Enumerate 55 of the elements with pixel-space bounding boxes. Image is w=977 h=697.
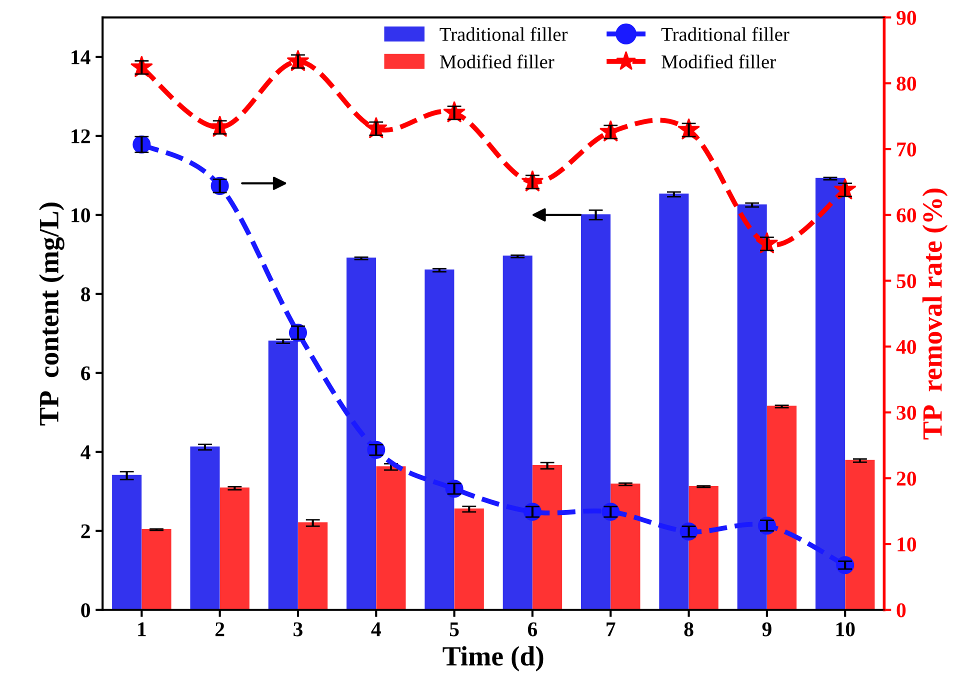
bar [845, 460, 875, 610]
y-tick-label: 6 [81, 366, 90, 380]
x-tick-label: 3 [294, 622, 302, 636]
bar [376, 466, 406, 610]
y2-tick-label: 80 [896, 76, 916, 91]
y2-tick-label: 60 [896, 208, 916, 222]
x-axis-title: Time (d) [442, 646, 544, 672]
bar [581, 214, 611, 610]
y2-tick-label: 10 [898, 537, 916, 552]
x-tick-label: 2 [215, 622, 224, 636]
bar [424, 270, 454, 610]
y2-tick-label: 70 [897, 142, 916, 157]
y2-tick-label: 50 [896, 274, 916, 288]
x-tick-label: 5 [450, 622, 459, 636]
bar [610, 484, 640, 610]
bar [767, 406, 797, 610]
y-tick-label: 14 [72, 50, 90, 64]
x-tick-label: 8 [684, 622, 694, 636]
y2-tick-label: 0 [896, 603, 906, 618]
x-tick-label: 9 [762, 622, 772, 636]
bar [659, 194, 689, 610]
bar [688, 486, 718, 610]
y-axis-title: TP content (mg/L) [38, 202, 64, 426]
legend-label: Traditional filler [661, 27, 790, 41]
bar [454, 508, 484, 610]
bar [142, 529, 172, 610]
legend-label: Traditional filler [440, 27, 568, 41]
x-tick-label: 1 [138, 622, 146, 636]
x-tick-label: 6 [528, 622, 538, 636]
y-tick-label: 10 [72, 208, 90, 222]
x-tick-label: 10 [836, 622, 855, 636]
bar [268, 340, 298, 610]
y-tick-label: 0 [81, 603, 90, 618]
bar [532, 465, 562, 610]
bar [190, 446, 220, 610]
legend-label: Modified filler [662, 54, 776, 68]
legend-label: Modified filler [440, 54, 554, 68]
bar [815, 178, 846, 610]
bar [220, 488, 250, 610]
y2-tick-label: 20 [896, 472, 916, 486]
bar [298, 522, 328, 610]
bar [112, 474, 142, 610]
bar [737, 204, 767, 610]
y-tick-label: 8 [81, 287, 90, 302]
y-tick-label: 4 [80, 445, 90, 460]
y2-tick-label: 90 [896, 10, 916, 25]
bar [502, 256, 532, 610]
y-tick-label: 12 [72, 129, 90, 144]
y-tick-label: 2 [81, 524, 90, 538]
y2-axis-title: TP removal rate (%) [922, 188, 948, 440]
y2-tick-label: 40 [896, 340, 916, 354]
x-tick-label: 7 [606, 622, 616, 636]
y2-tick-label: 30 [896, 406, 916, 420]
bar [346, 258, 376, 610]
x-tick-label: 4 [371, 622, 381, 636]
